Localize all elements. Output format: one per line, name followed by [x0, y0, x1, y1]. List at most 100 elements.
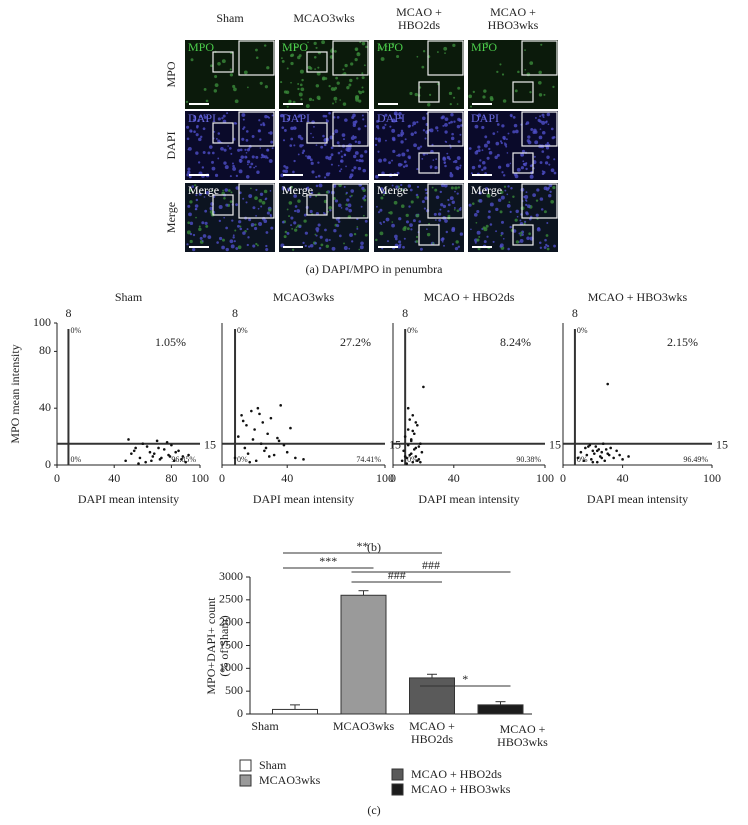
cell-dot: [545, 146, 550, 150]
cell-dot: [218, 205, 223, 210]
cell-dot: [309, 67, 313, 70]
cell-dot: [488, 151, 493, 155]
cell-dot: [194, 204, 199, 208]
x-tick-label: 100: [703, 471, 721, 485]
cell-dot: [435, 219, 437, 221]
cell-dot: [328, 85, 331, 88]
cell-dot: [233, 87, 237, 92]
cell-dot: [191, 185, 195, 188]
cell-dot: [483, 166, 487, 170]
cell-dot: [255, 165, 257, 168]
cell-dot: [353, 232, 357, 236]
cell-dot: [301, 144, 304, 147]
cell-dot: [187, 146, 192, 151]
cell-dot: [402, 165, 406, 168]
cell-dot: [328, 238, 331, 241]
cell-dot: [269, 213, 272, 217]
cell-dot: [541, 150, 545, 153]
cell-dot: [265, 231, 269, 234]
point: [264, 446, 268, 450]
point: [302, 458, 305, 461]
cell-dot: [481, 125, 485, 130]
cell-dot: [188, 188, 193, 192]
cell-dot: [518, 232, 521, 235]
cell-dot: [523, 195, 526, 199]
point: [253, 428, 256, 431]
cell-dot: [521, 233, 524, 236]
point: [157, 446, 160, 450]
cell-dot: [338, 203, 342, 208]
cell-dot: [192, 118, 197, 122]
point: [618, 453, 621, 457]
cell-dot: [384, 113, 388, 117]
cell-dot: [416, 195, 420, 199]
cell-dot: [489, 97, 494, 102]
cell-dot: [193, 130, 196, 133]
cell-dot: [399, 117, 403, 120]
cell-dot: [459, 164, 462, 167]
point: [411, 429, 415, 433]
cell-dot: [468, 203, 472, 207]
cell-dot: [345, 191, 348, 194]
cell-dot: [415, 240, 419, 243]
cell-dot: [549, 190, 552, 194]
cell-dot: [500, 195, 505, 200]
cell-dot: [550, 168, 555, 173]
cell-dot: [377, 211, 381, 214]
cell-dot: [422, 129, 426, 132]
cell-dot: [524, 195, 529, 199]
cell-dot: [193, 115, 197, 119]
cell-dot: [231, 219, 234, 222]
cell-dot: [521, 149, 526, 153]
cell-dot: [214, 75, 218, 79]
roi-box: [512, 224, 534, 246]
cell-dot: [188, 175, 192, 179]
plot-title: Sham: [115, 290, 143, 304]
cell-dot: [186, 243, 189, 246]
cell-dot: [301, 78, 304, 82]
cell-dot: [496, 131, 499, 133]
caption: (c): [367, 803, 380, 817]
point: [607, 453, 611, 457]
y-tick-label: 0: [45, 457, 51, 471]
cell-dot: [474, 124, 479, 129]
cell-dot: [436, 129, 439, 132]
cell-dot: [346, 198, 350, 202]
cell-dot: [329, 209, 332, 212]
cell-dot: [450, 120, 453, 124]
cell-dot: [378, 46, 382, 50]
cell-dot: [457, 245, 461, 248]
point: [411, 414, 415, 417]
cell-dot: [489, 202, 494, 207]
cell-dot: [245, 174, 250, 179]
cell-dot: [286, 117, 290, 121]
cell-dot: [330, 87, 335, 91]
cell-dot: [452, 160, 455, 163]
cell-dot: [358, 248, 361, 251]
cell-dot: [416, 168, 419, 171]
point: [134, 446, 137, 450]
cell-dot: [185, 100, 189, 103]
cell-dot: [312, 99, 315, 102]
cell-dot: [204, 221, 208, 225]
cell-dot: [254, 223, 257, 226]
cell-dot: [314, 68, 317, 70]
cell-dot: [350, 62, 354, 66]
channel-label: Merge: [188, 183, 219, 197]
cell-dot: [383, 158, 387, 162]
cell-dot: [238, 169, 243, 174]
cell-dot: [267, 132, 270, 134]
cell-dot: [297, 115, 300, 118]
cell-dot: [528, 232, 531, 236]
cell-dot: [542, 116, 545, 119]
cell-dot: [342, 102, 347, 106]
cell-dot: [384, 123, 387, 126]
cell-dot: [477, 164, 482, 168]
cell-dot: [488, 210, 491, 213]
cell-dot: [401, 204, 405, 208]
channel-label: Merge: [377, 183, 408, 197]
cell-dot: [299, 69, 304, 74]
cell-dot: [431, 143, 434, 146]
cell-dot: [449, 173, 454, 178]
